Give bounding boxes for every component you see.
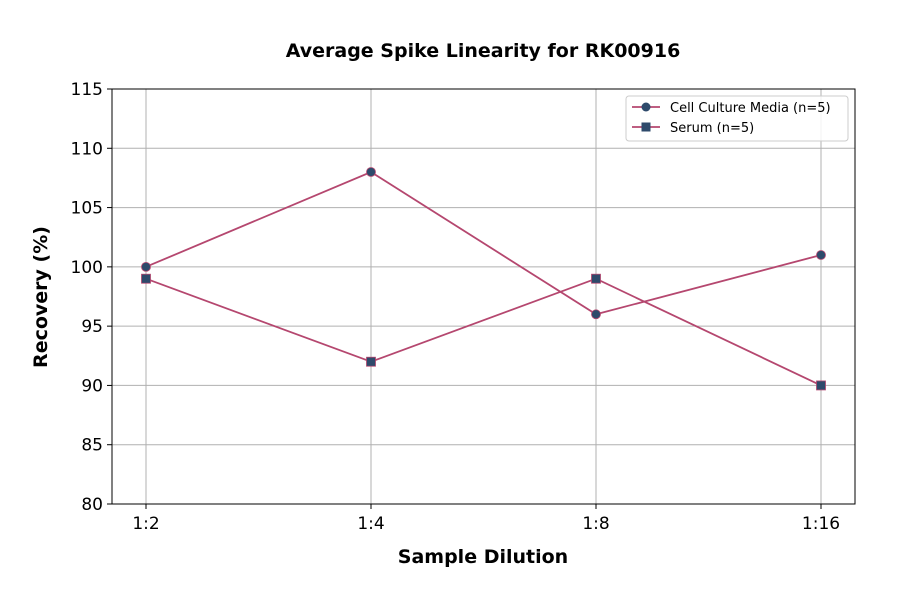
legend: Cell Culture Media (n=5) Serum (n=5) [625, 95, 849, 142]
x-tick-label: 1:2 [132, 514, 159, 534]
legend-label: Cell Culture Media (n=5) [670, 101, 831, 116]
legend-label: Serum (n=5) [670, 121, 754, 136]
y-tick-label: 80 [81, 495, 103, 515]
data-point-circle [141, 261, 151, 272]
data-point-square [141, 273, 151, 284]
y-tick-label: 100 [71, 258, 103, 278]
data-point-circle [591, 309, 601, 320]
data-point-circle [816, 250, 826, 260]
legend-marker-circle [641, 102, 651, 112]
y-tick-label: 110 [71, 139, 103, 159]
x-tick-label: 1:16 [802, 514, 840, 534]
plot-frame [111, 88, 856, 505]
series-line-1 [145, 277, 822, 387]
data-point-square [816, 380, 826, 391]
y-tick-label: 105 [71, 199, 103, 219]
series-line-0 [145, 170, 822, 316]
data-point-square [591, 273, 601, 284]
y-tick-label: 90 [81, 376, 103, 396]
x-axis-label: Sample Dilution [398, 546, 568, 568]
legend-marker-square [641, 122, 651, 132]
y-tick-label: 95 [81, 317, 103, 337]
data-point-square [366, 356, 376, 367]
legend-box [625, 95, 849, 142]
chart-title: Average Spike Linearity for RK00916 [286, 40, 681, 62]
y-tick-label: 115 [71, 80, 103, 100]
data-point-circle [366, 167, 376, 177]
y-tick-label: 85 [81, 436, 103, 456]
y-axis-label: Recovery (%) [30, 226, 52, 368]
x-tick-label: 1:8 [582, 514, 609, 534]
x-tick-label: 1:4 [357, 514, 384, 534]
